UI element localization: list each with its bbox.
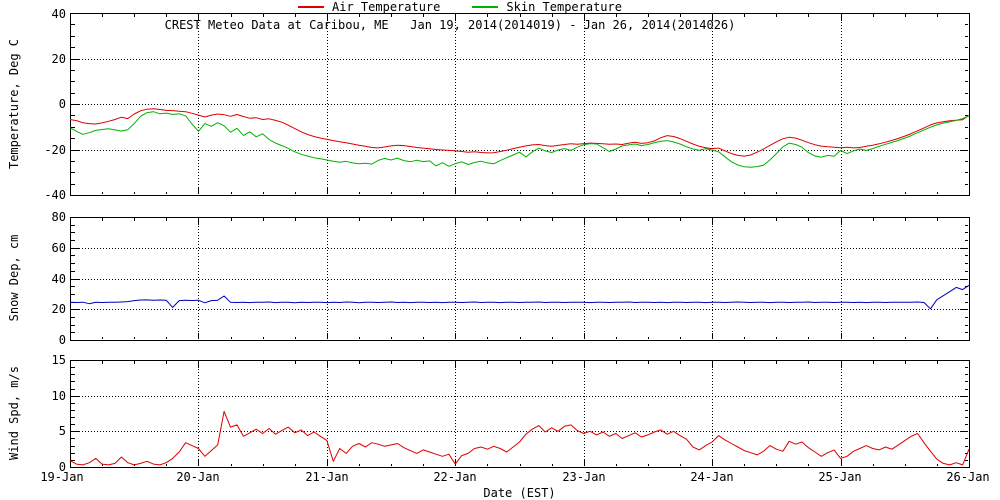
legend-label-skin: Skin Temperature (506, 0, 622, 14)
snow-tick-40: 40 (51, 272, 66, 286)
skin-temperature-line-swatch (472, 6, 499, 8)
chart-title: CREST Meteo Data at Caribou, ME Jan 19, … (164, 18, 736, 32)
y-axis-title-temperature: Temperature, Deg C (7, 38, 21, 170)
y-axis-title-wind-speed: Wind Spd, m/s (7, 366, 21, 460)
temp-tick-20: 20 (51, 52, 66, 66)
x-axis-title: Date (EST) (483, 486, 556, 500)
snow-tick-0: 0 (58, 333, 66, 347)
wind-tick-5: 5 (58, 424, 66, 438)
x-tick-24-jan: 24-Jan (690, 470, 734, 484)
wind-tick-10: 10 (51, 389, 66, 403)
air-temperature-line-swatch (298, 6, 325, 8)
snow-tick-80: 80 (51, 210, 66, 224)
x-tick-20-jan: 20-Jan (176, 470, 220, 484)
temp-tick-m20: -20 (44, 143, 66, 157)
y-axis-title-snow-depth: Snow Dep, cm (7, 234, 21, 322)
wind-tick-0: 0 (58, 460, 66, 474)
snow-tick-60: 60 (51, 241, 66, 255)
x-tick-23-jan: 23-Jan (562, 470, 606, 484)
temp-tick-m40: -40 (44, 188, 66, 202)
chart-legend: Air Temperature Skin Temperature (0, 0, 920, 14)
legend-label-air: Air Temperature (332, 0, 441, 14)
snow-tick-20: 20 (51, 302, 66, 316)
x-tick-22-jan: 22-Jan (433, 470, 477, 484)
x-tick-21-jan: 21-Jan (305, 470, 349, 484)
temp-tick-40: 40 (51, 7, 66, 21)
x-tick-19-jan: 19-Jan (40, 470, 84, 484)
temp-tick-0: 0 (58, 97, 66, 111)
x-tick-25-jan: 25-Jan (818, 470, 862, 484)
wind-tick-15: 15 (51, 353, 66, 367)
x-tick-26-jan: 26-Jan (946, 470, 990, 484)
